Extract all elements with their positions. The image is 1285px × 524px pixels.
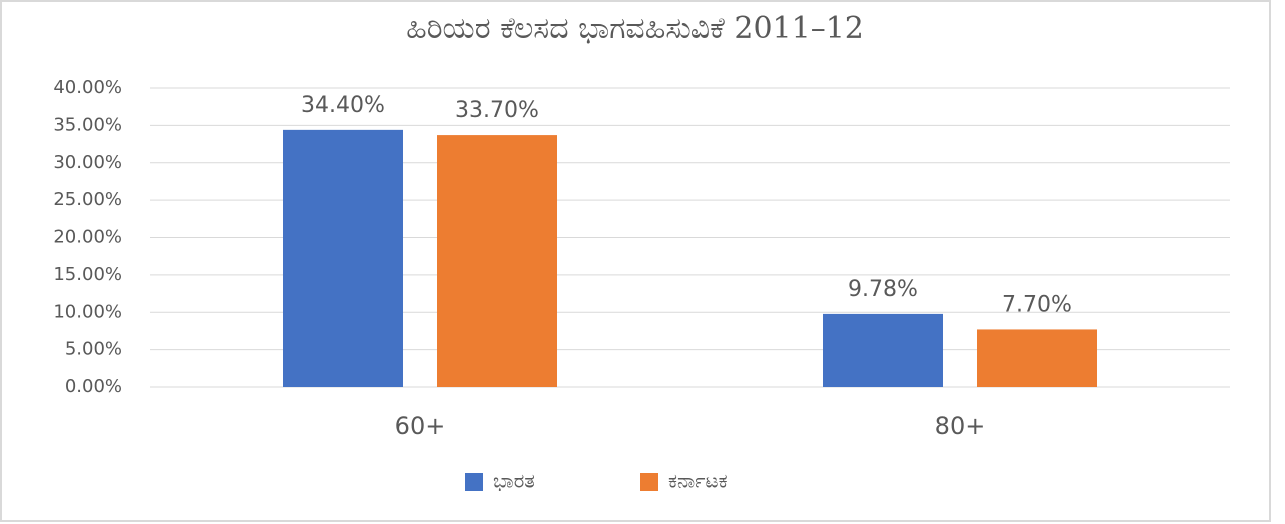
y-tick-label: 0.00% [65, 376, 122, 397]
bar [977, 329, 1097, 387]
legend-swatch [640, 473, 658, 491]
legend-label: ಭಾರತ [493, 469, 535, 493]
bar [823, 313, 943, 387]
y-tick-label: 20.00% [53, 227, 122, 248]
data-label: 34.40% [301, 93, 385, 118]
data-label: 9.78% [848, 277, 918, 302]
y-tick-label: 25.00% [53, 189, 122, 210]
data-label: 7.70% [1002, 292, 1072, 317]
x-tick-label: 60+ [395, 412, 446, 440]
y-tick-label: 15.00% [53, 264, 122, 285]
chart-title: ಹಿರಿಯರ ಕೆಲಸದ ಭಾಗವಹಿಸುವಿಕೆ 2011–12 [406, 11, 864, 46]
y-tick-label: 40.00% [53, 77, 122, 98]
bar [437, 135, 557, 387]
legend-swatch [465, 473, 483, 491]
bar [283, 129, 403, 388]
x-tick-label: 80+ [935, 412, 986, 440]
legend-label: ಕರ್ನಾಟಕ [668, 469, 728, 493]
y-tick-label: 10.00% [53, 301, 122, 322]
data-label: 33.70% [455, 98, 539, 123]
y-tick-label: 35.00% [53, 114, 122, 135]
y-tick-label: 5.00% [65, 339, 122, 360]
y-tick-label: 30.00% [53, 152, 122, 173]
